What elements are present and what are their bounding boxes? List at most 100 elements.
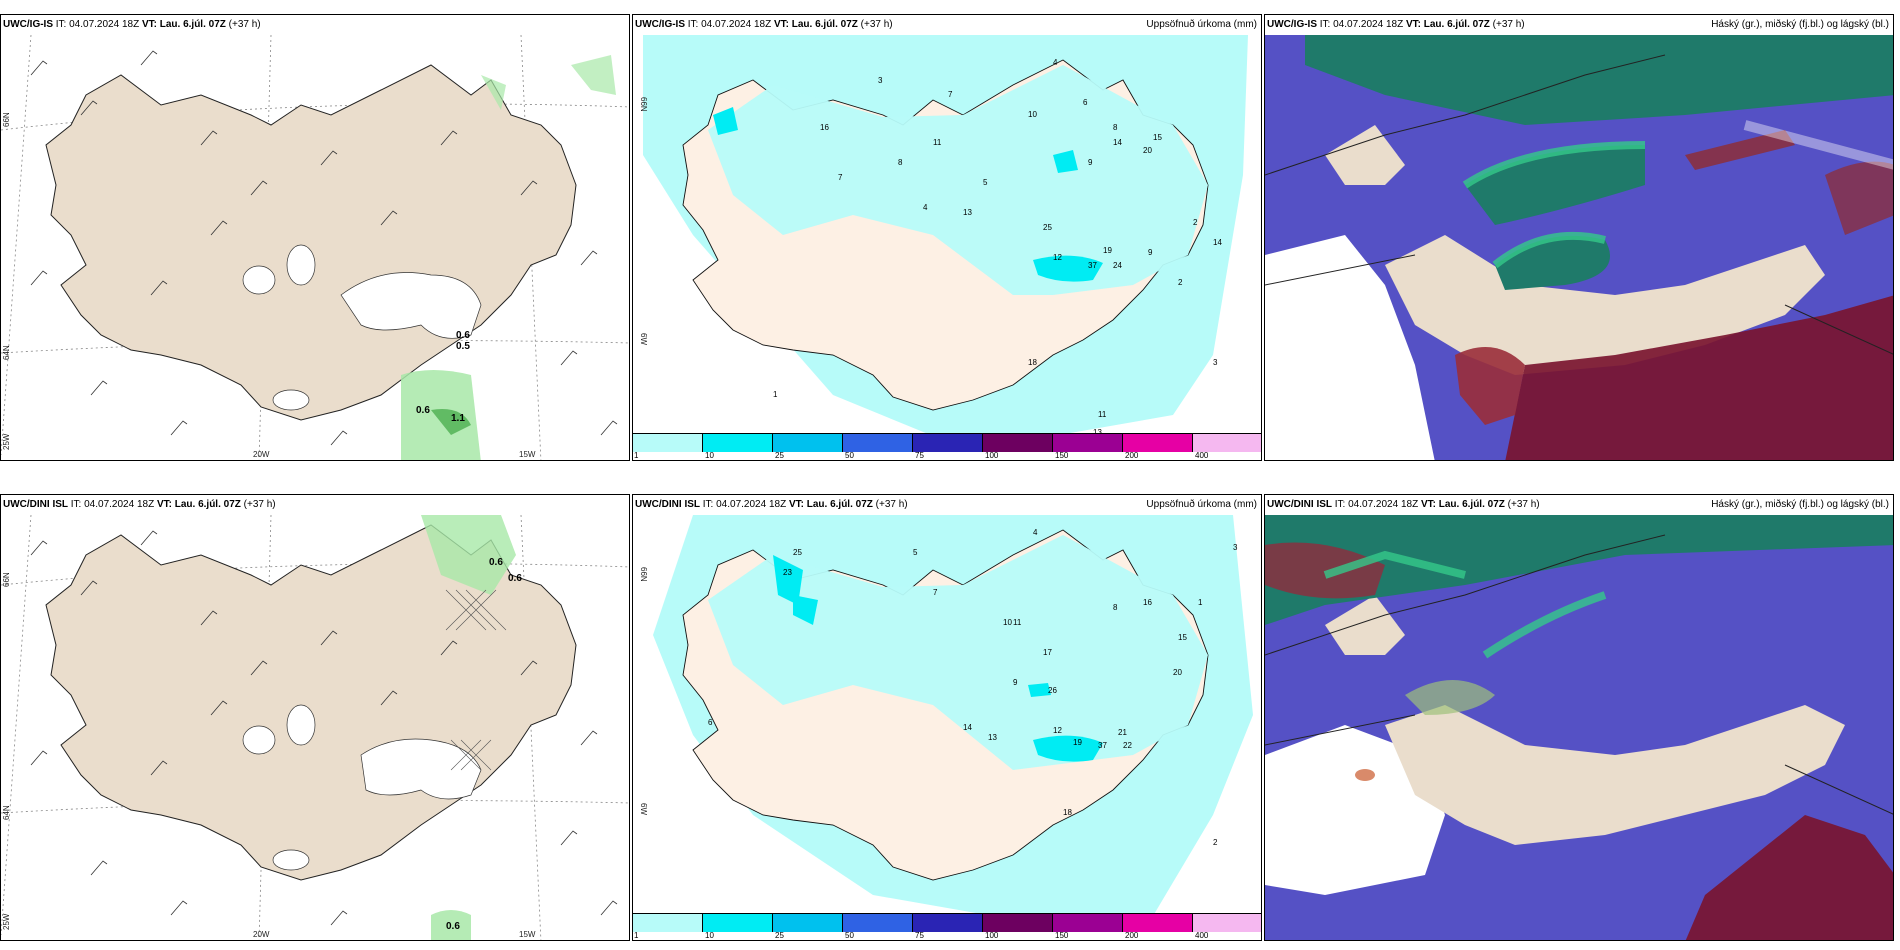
precip-value: 3: [878, 76, 883, 85]
lat-label: 66N: [2, 572, 11, 587]
precip-value: 20: [1143, 146, 1152, 155]
precip-label: 0.6: [489, 557, 503, 568]
legend-swatch: [1123, 914, 1193, 932]
precip-value: 22: [1123, 741, 1132, 750]
precip-value: 2: [1213, 838, 1218, 847]
legend-tick: 150: [1055, 451, 1069, 460]
legend-tick: 25: [775, 931, 784, 940]
legend-tick: 200: [1125, 931, 1139, 940]
lon-label: 20W: [253, 930, 270, 939]
legend-tick: 400: [1195, 931, 1209, 940]
legend-swatch: [843, 434, 913, 452]
lat-label: 66N: [639, 97, 648, 112]
precip-value: 5: [983, 178, 988, 187]
lat-label: 64N: [2, 345, 11, 360]
precip-value: 2: [1193, 218, 1198, 227]
precip-value: 4: [923, 203, 928, 212]
precip-value: 10: [1003, 618, 1012, 627]
precip-value: 11: [1098, 410, 1107, 419]
legend-tick: 1: [634, 931, 639, 940]
precip-value: 15: [1178, 633, 1187, 642]
precip-value: 1: [773, 390, 778, 399]
lon-label: 25W: [2, 433, 11, 450]
precip-value: 2: [1178, 278, 1183, 287]
precip-label: 1.1: [451, 413, 465, 424]
lat-label: 6W: [639, 803, 648, 815]
precip-legend: 1 10 25 50 75 100 150 200 400: [633, 433, 1261, 460]
legend-tick: 75: [915, 931, 924, 940]
lat-label: 64N: [2, 805, 11, 820]
panel-cloud-top: UWC/IG-IS IT: 04.07.2024 18Z VT: Lau. 6.…: [1264, 14, 1894, 461]
precip-value: 9: [1088, 158, 1093, 167]
panel-header: UWC/IG-IS IT: 04.07.2024 18Z VT: Lau. 6.…: [633, 15, 1261, 35]
precip-value: 19: [1103, 246, 1112, 255]
precip-value: 23: [783, 568, 792, 577]
precip-value: 37: [1098, 741, 1107, 750]
precip-value: 10: [1028, 110, 1037, 119]
precip-value: 14: [1113, 138, 1122, 147]
lat-label: 66N: [639, 567, 648, 582]
precip-value: 7: [948, 90, 953, 99]
legend-swatch: [1123, 434, 1193, 452]
legend-swatch: [983, 914, 1053, 932]
legend-swatch: [633, 434, 703, 452]
legend-swatch: [1053, 914, 1123, 932]
panel-header: UWC/DINI ISL IT: 04.07.2024 18Z VT: Lau.…: [1, 495, 629, 515]
precip-value: 9: [1148, 248, 1153, 257]
lon-label: 25W: [2, 913, 11, 930]
legend-tick: 50: [845, 451, 854, 460]
panel-header: UWC/IG-IS IT: 04.07.2024 18Z VT: Lau. 6.…: [1265, 15, 1893, 35]
precip-value: 17: [1043, 648, 1052, 657]
precip-value: 12: [1053, 253, 1062, 262]
legend-tick: 25: [775, 451, 784, 460]
precip-map: 3 4 5 8 16 26 10 14 13 17 19 37 22 21 12…: [633, 515, 1261, 916]
precip-value: 11: [1013, 618, 1022, 627]
legend-tick: 150: [1055, 931, 1069, 940]
precip-value: 6: [708, 718, 713, 727]
precip-value: 5: [913, 548, 918, 557]
legend-swatch: [983, 434, 1053, 452]
precip-value: 7: [933, 588, 938, 597]
precip-value: 19: [1073, 738, 1082, 747]
legend-tick: 100: [985, 931, 999, 940]
precip-value: 18: [1028, 358, 1037, 367]
lon-label: 15W: [519, 450, 536, 459]
precip-value: 21: [1118, 728, 1127, 737]
precip-value: 8: [1113, 123, 1118, 132]
precip-map: 3 4 7 8 13 11 14 10 6 9 4 2 16 15 12 5 2…: [633, 35, 1261, 436]
precip-value: 14: [963, 723, 972, 732]
precip-value: 37: [1088, 261, 1097, 270]
panel-header: UWC/DINI ISL IT: 04.07.2024 18Z VT: Lau.…: [633, 495, 1261, 515]
legend-tick: 100: [985, 451, 999, 460]
legend-swatch: [913, 914, 983, 932]
precip-value: 11: [933, 138, 942, 147]
legend-tick: 400: [1195, 451, 1209, 460]
lat-label: 66N: [2, 112, 11, 127]
lon-label: 15W: [519, 930, 536, 939]
legend-swatch: [1053, 434, 1123, 452]
precip-value: 25: [1043, 223, 1052, 232]
precip-value: 18: [1063, 808, 1072, 817]
lon-label: 20W: [253, 450, 270, 459]
legend-swatch: [773, 434, 843, 452]
legend-swatch: [843, 914, 913, 932]
precip-value: 7: [838, 173, 843, 182]
precip-value: 14: [1213, 238, 1222, 247]
wind-map: 0.6 0.5 0.6 1.1 66N 64N 25W 20W 15W: [1, 35, 629, 460]
legend-swatch: [1193, 434, 1261, 452]
cloud-map: [1265, 35, 1893, 460]
legend-tick: 50: [845, 931, 854, 940]
panel-wind-top: UWC/IG-IS IT: 04.07.2024 18Z VT: Lau. 6.…: [0, 14, 630, 461]
precip-label: 0.6: [456, 330, 470, 341]
precip-value: 13: [1093, 428, 1102, 436]
panel-wind-bottom: UWC/DINI ISL IT: 04.07.2024 18Z VT: Lau.…: [0, 494, 630, 941]
precip-value: 12: [1053, 726, 1062, 735]
precip-value: 3: [1213, 358, 1218, 367]
precip-value: 4: [1053, 58, 1058, 67]
precip-value: 16: [820, 123, 829, 132]
precip-value: 15: [1153, 133, 1162, 142]
legend-tick: 10: [705, 931, 714, 940]
panel-header: UWC/IG-IS IT: 04.07.2024 18Z VT: Lau. 6.…: [1, 15, 629, 35]
panel-cloud-bottom: UWC/DINI ISL IT: 04.07.2024 18Z VT: Lau.…: [1264, 494, 1894, 941]
precip-value: 25: [793, 548, 802, 557]
